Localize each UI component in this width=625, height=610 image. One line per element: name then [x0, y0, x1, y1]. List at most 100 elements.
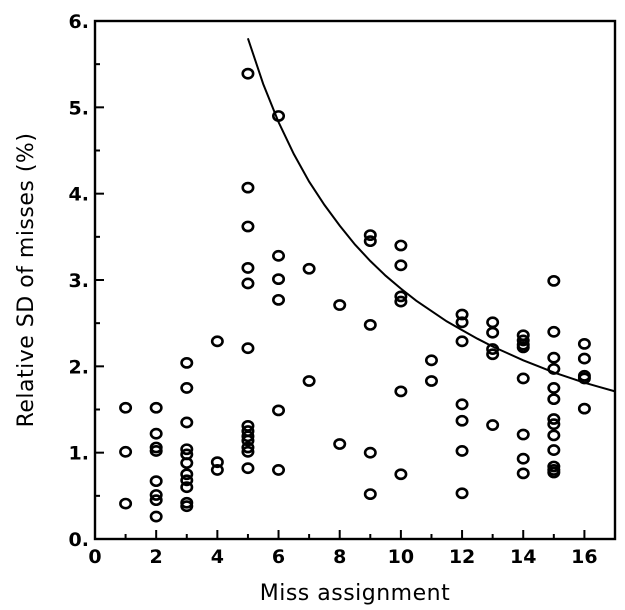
data-point	[547, 429, 561, 442]
data-point	[547, 274, 561, 287]
data-point	[486, 343, 500, 355]
plot-frame	[93, 19, 617, 541]
data-point	[394, 259, 408, 272]
data-point	[547, 351, 561, 364]
data-point	[241, 434, 255, 447]
data-point	[241, 262, 255, 274]
data-point	[547, 325, 561, 338]
fit-curve	[246, 37, 616, 393]
data-point	[577, 402, 591, 415]
data-point	[272, 464, 286, 476]
data-point	[455, 414, 469, 427]
data-point	[394, 239, 408, 252]
data-point	[455, 445, 469, 457]
data-point	[333, 299, 347, 311]
data-point	[547, 413, 561, 425]
y-tick-label: 3.	[69, 270, 89, 292]
data-point	[180, 468, 194, 481]
x-axis-title: Miss assignment	[260, 581, 450, 606]
data-point	[486, 348, 500, 361]
data-point	[241, 441, 255, 454]
data-point	[302, 375, 316, 387]
y-tick-label: 4.	[69, 184, 89, 206]
y-axis-title: Relative SD of misses (%)	[14, 133, 39, 428]
y-tick-label: 6.	[69, 11, 89, 33]
data-point	[272, 273, 286, 286]
data-point	[180, 443, 194, 456]
data-point	[547, 444, 561, 456]
data-point	[272, 404, 286, 417]
x-tick-label: 14	[510, 546, 536, 568]
data-point	[241, 430, 255, 443]
x-tick-label: 16	[571, 546, 597, 568]
data-point	[516, 372, 530, 385]
data-point	[577, 337, 591, 350]
data-point	[455, 335, 469, 348]
data-point	[424, 354, 438, 367]
data-point	[180, 481, 194, 494]
data-point	[180, 416, 194, 429]
x-tick-label: 4	[211, 546, 224, 568]
data-point	[241, 181, 255, 194]
data-point	[394, 290, 408, 303]
data-point	[180, 474, 194, 487]
data-point	[210, 456, 224, 469]
data-point	[455, 487, 469, 500]
data-point	[394, 385, 408, 398]
data-point	[180, 382, 194, 394]
data-point	[424, 375, 438, 387]
data-points	[119, 67, 591, 523]
data-point	[455, 308, 469, 321]
data-point	[241, 277, 255, 290]
data-point	[149, 427, 163, 440]
data-point	[547, 466, 561, 479]
data-point	[486, 316, 500, 329]
x-tick-label: 6	[272, 546, 285, 568]
data-point	[455, 316, 469, 329]
data-point	[394, 468, 408, 481]
data-point	[180, 457, 194, 469]
data-point	[119, 445, 133, 458]
data-point	[149, 489, 163, 501]
y-tick-label: 0.	[69, 529, 89, 551]
data-point	[241, 220, 255, 233]
ticks: 0 2 4 6 8 10 12 14 16 0. 1. 2. 3. 4. 5. 6.	[69, 11, 598, 568]
fit-curve-layer	[246, 37, 616, 393]
data-point	[302, 262, 316, 275]
data-point	[180, 500, 194, 513]
data-point	[241, 462, 255, 475]
data-point	[516, 452, 530, 465]
data-point	[149, 445, 163, 457]
data-point	[210, 335, 224, 348]
data-point	[241, 342, 255, 355]
data-point	[272, 249, 286, 262]
data-point	[547, 363, 561, 375]
data-point	[516, 467, 530, 480]
data-point	[149, 494, 163, 507]
data-point	[577, 372, 591, 385]
data-point	[486, 419, 500, 431]
y-tick-label: 2.	[69, 356, 89, 378]
data-point	[210, 464, 224, 476]
data-point	[516, 341, 530, 354]
data-point	[241, 67, 255, 80]
data-point	[272, 110, 286, 122]
x-tick-label: 12	[449, 546, 475, 568]
data-point	[149, 401, 163, 414]
data-point	[119, 497, 133, 510]
data-point	[241, 445, 255, 458]
data-point	[363, 488, 377, 501]
x-tick-label: 2	[150, 546, 163, 568]
data-point	[363, 229, 377, 242]
data-point	[516, 334, 530, 347]
data-point	[516, 428, 530, 441]
data-point	[272, 293, 286, 306]
data-point	[547, 393, 561, 406]
data-point	[119, 401, 133, 414]
data-point	[149, 475, 163, 488]
data-point	[577, 352, 591, 365]
data-point	[363, 235, 377, 248]
data-point	[486, 326, 500, 339]
y-tick-label: 1.	[69, 443, 89, 465]
